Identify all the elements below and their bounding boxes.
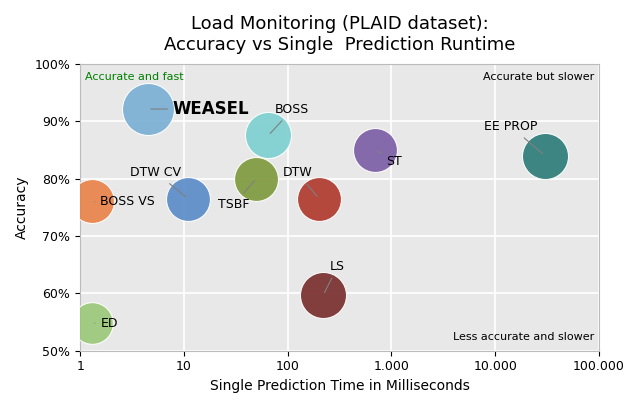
Title: Load Monitoring (PLAID dataset):
Accuracy vs Single  Prediction Runtime: Load Monitoring (PLAID dataset): Accurac… <box>164 15 515 54</box>
Text: DTW CV: DTW CV <box>131 166 186 197</box>
Text: BOSS VS: BOSS VS <box>95 195 155 208</box>
Text: BOSS: BOSS <box>270 103 310 133</box>
Text: ST: ST <box>378 151 403 169</box>
Point <box>371 146 381 153</box>
Y-axis label: Accuracy: Accuracy <box>15 175 29 239</box>
Text: WEASEL: WEASEL <box>151 100 250 118</box>
Text: LS: LS <box>324 260 345 293</box>
Point <box>318 292 328 298</box>
Point <box>183 195 193 202</box>
Text: EE PROP: EE PROP <box>484 120 543 154</box>
Point <box>252 175 262 182</box>
Text: DTW: DTW <box>282 166 317 197</box>
X-axis label: Single Prediction Time in Milliseconds: Single Prediction Time in Milliseconds <box>210 379 470 393</box>
Text: TSBF: TSBF <box>218 181 255 211</box>
Text: ED: ED <box>95 317 118 330</box>
Point <box>87 198 97 205</box>
Point <box>87 320 97 326</box>
Point <box>143 106 153 112</box>
Text: Accurate but slower: Accurate but slower <box>483 72 594 82</box>
Text: Accurate and fast: Accurate and fast <box>85 72 184 82</box>
Text: Less accurate and slower: Less accurate and slower <box>452 332 594 342</box>
Point <box>314 195 324 202</box>
Point <box>540 152 550 159</box>
Point <box>263 132 273 139</box>
